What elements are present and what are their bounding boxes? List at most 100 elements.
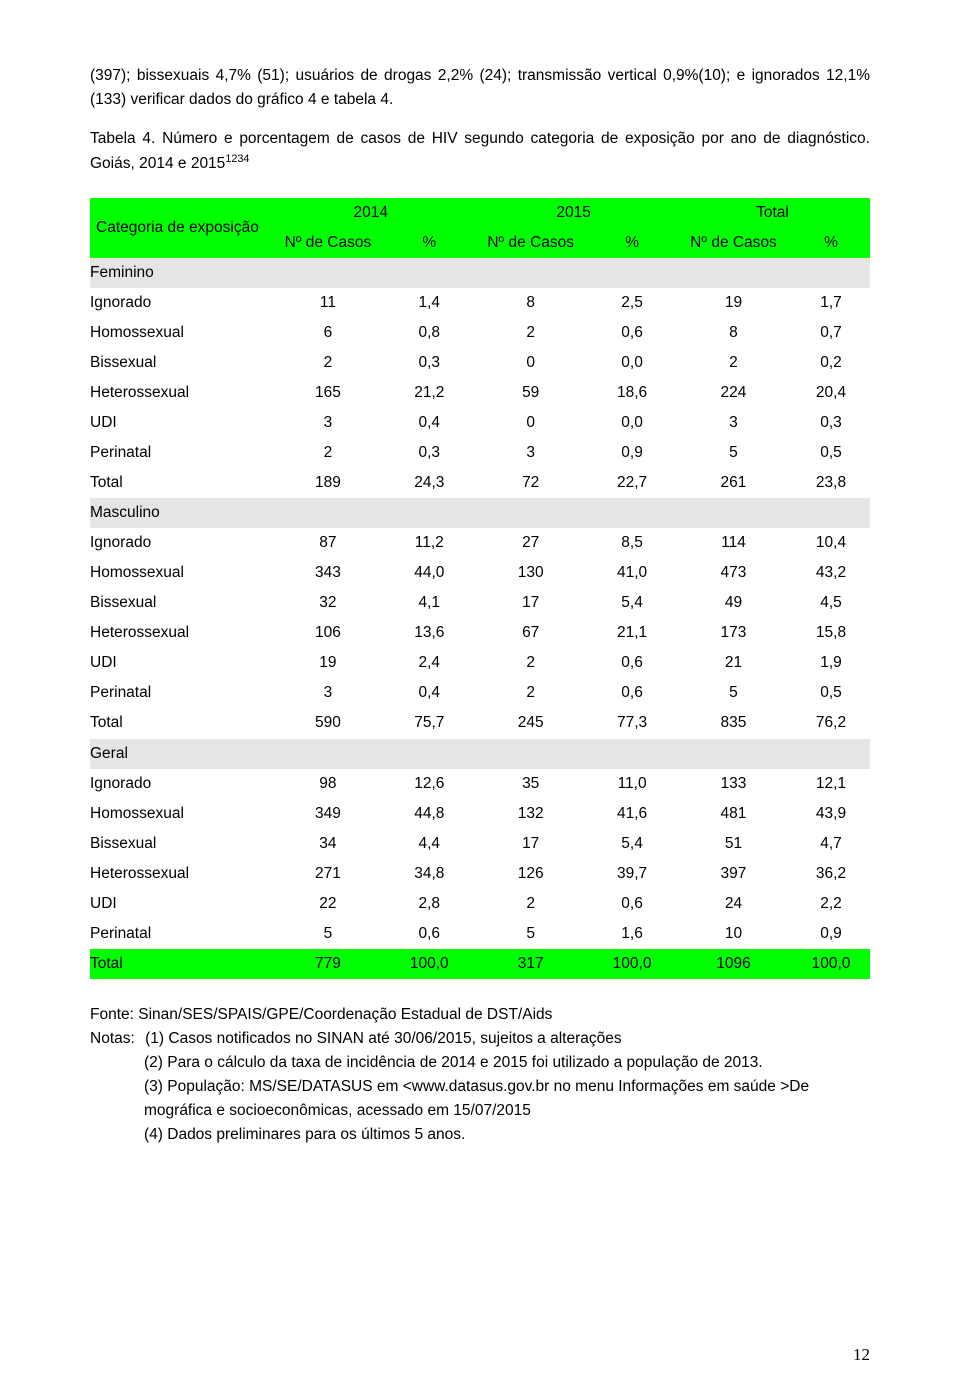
cell-value: 2 bbox=[269, 348, 386, 378]
nota-line: (1) Casos notificados no SINAN até 30/06… bbox=[145, 1030, 621, 1047]
cell-value: 20,4 bbox=[792, 378, 870, 408]
cell-value: 4,5 bbox=[792, 588, 870, 618]
cell-value: 10 bbox=[675, 919, 792, 949]
cell-value: 106 bbox=[269, 618, 386, 648]
cell-value: 1096 bbox=[675, 949, 792, 979]
cell-value: 36,2 bbox=[792, 859, 870, 889]
cell-value: 3 bbox=[269, 408, 386, 438]
cell-value: 59 bbox=[472, 378, 589, 408]
cell-value: 133 bbox=[675, 769, 792, 799]
cell-label: Ignorado bbox=[90, 288, 269, 318]
cell-value: 87 bbox=[269, 528, 386, 558]
table-head: Categoria de exposição 2014 2015 Total N… bbox=[90, 198, 870, 258]
cell-value: 0,3 bbox=[792, 408, 870, 438]
cell-value: 0,5 bbox=[792, 678, 870, 708]
cell-value: 0,9 bbox=[792, 919, 870, 949]
cell-value: 2 bbox=[472, 648, 589, 678]
cell-label: Ignorado bbox=[90, 769, 269, 799]
cell-value: 0,5 bbox=[792, 438, 870, 468]
th-category: Categoria de exposição bbox=[90, 198, 269, 258]
table-title-text: Tabela 4. Número e porcentagem de casos … bbox=[90, 130, 870, 172]
cell-value: 0 bbox=[472, 408, 589, 438]
cell-value: 0,7 bbox=[792, 318, 870, 348]
table-row: Total779100,0317100,01096100,0 bbox=[90, 949, 870, 979]
section-name: Feminino bbox=[90, 258, 870, 288]
cell-label: Bissexual bbox=[90, 829, 269, 859]
cell-value: 132 bbox=[472, 799, 589, 829]
cell-value: 5,4 bbox=[589, 829, 675, 859]
data-table: Categoria de exposição 2014 2015 Total N… bbox=[90, 198, 870, 978]
cell-value: 8 bbox=[472, 288, 589, 318]
cell-value: 100,0 bbox=[386, 949, 472, 979]
cell-label: Bissexual bbox=[90, 588, 269, 618]
cell-value: 1,4 bbox=[386, 288, 472, 318]
cell-value: 67 bbox=[472, 618, 589, 648]
table-row: Ignorado8711,2278,511410,4 bbox=[90, 528, 870, 558]
cell-value: 5 bbox=[675, 678, 792, 708]
cell-value: 126 bbox=[472, 859, 589, 889]
table-title-sup: 1234 bbox=[225, 153, 249, 165]
cell-label: Perinatal bbox=[90, 678, 269, 708]
cell-value: 343 bbox=[269, 558, 386, 588]
cell-value: 0,6 bbox=[386, 919, 472, 949]
cell-value: 10,4 bbox=[792, 528, 870, 558]
table-row: Heterossexual16521,25918,622420,4 bbox=[90, 378, 870, 408]
cell-value: 32 bbox=[269, 588, 386, 618]
section-row: Geral bbox=[90, 739, 870, 769]
cell-label: Homossexual bbox=[90, 318, 269, 348]
cell-label: Perinatal bbox=[90, 438, 269, 468]
cell-value: 11,0 bbox=[589, 769, 675, 799]
nota-line: (4) Dados preliminares para os últimos 5… bbox=[90, 1123, 870, 1147]
table-row: Heterossexual10613,66721,117315,8 bbox=[90, 618, 870, 648]
cell-value: 0,6 bbox=[589, 889, 675, 919]
cell-value: 44,8 bbox=[386, 799, 472, 829]
cell-label: UDI bbox=[90, 648, 269, 678]
cell-value: 13,6 bbox=[386, 618, 472, 648]
table-title: Tabela 4. Número e porcentagem de casos … bbox=[90, 127, 870, 176]
cell-value: 2 bbox=[472, 889, 589, 919]
cell-label: Heterossexual bbox=[90, 859, 269, 889]
cell-value: 0,3 bbox=[386, 438, 472, 468]
cell-value: 19 bbox=[675, 288, 792, 318]
cell-value: 22,7 bbox=[589, 468, 675, 498]
cell-label: Total bbox=[90, 708, 269, 738]
table-row: Total59075,724577,383576,2 bbox=[90, 708, 870, 738]
cell-value: 0,0 bbox=[589, 348, 675, 378]
cell-value: 51 bbox=[675, 829, 792, 859]
cell-label: Heterossexual bbox=[90, 378, 269, 408]
cell-value: 481 bbox=[675, 799, 792, 829]
cell-value: 2,8 bbox=[386, 889, 472, 919]
cell-value: 5 bbox=[269, 919, 386, 949]
cell-value: 4,4 bbox=[386, 829, 472, 859]
cell-value: 130 bbox=[472, 558, 589, 588]
cell-value: 43,9 bbox=[792, 799, 870, 829]
page-number: 12 bbox=[853, 1342, 870, 1368]
cell-value: 0,3 bbox=[386, 348, 472, 378]
cell-value: 2 bbox=[472, 318, 589, 348]
fonte-line: Fonte: Sinan/SES/SPAIS/GPE/Coordenação E… bbox=[90, 1003, 870, 1027]
cell-value: 189 bbox=[269, 468, 386, 498]
cell-value: 100,0 bbox=[792, 949, 870, 979]
cell-label: Homossexual bbox=[90, 799, 269, 829]
table-row: Bissexual344,4175,4514,7 bbox=[90, 829, 870, 859]
cell-value: 245 bbox=[472, 708, 589, 738]
cell-value: 39,7 bbox=[589, 859, 675, 889]
table-row: Bissexual324,1175,4494,5 bbox=[90, 588, 870, 618]
cell-value: 0,0 bbox=[589, 408, 675, 438]
cell-value: 5 bbox=[472, 919, 589, 949]
table-row: UDI222,820,6242,2 bbox=[90, 889, 870, 919]
cell-value: 3 bbox=[472, 438, 589, 468]
cell-value: 15,8 bbox=[792, 618, 870, 648]
cell-value: 1,6 bbox=[589, 919, 675, 949]
cell-value: 21,1 bbox=[589, 618, 675, 648]
cell-label: Perinatal bbox=[90, 919, 269, 949]
cell-label: Homossexual bbox=[90, 558, 269, 588]
th-pct: % bbox=[589, 228, 675, 258]
table-row: Bissexual20,300,020,2 bbox=[90, 348, 870, 378]
table-row: Ignorado111,482,5191,7 bbox=[90, 288, 870, 318]
cell-value: 21,2 bbox=[386, 378, 472, 408]
cell-value: 165 bbox=[269, 378, 386, 408]
th-ncasos: Nº de Casos bbox=[269, 228, 386, 258]
nota-line: (2) Para o cálculo da taxa de incidência… bbox=[90, 1051, 870, 1075]
cell-value: 271 bbox=[269, 859, 386, 889]
